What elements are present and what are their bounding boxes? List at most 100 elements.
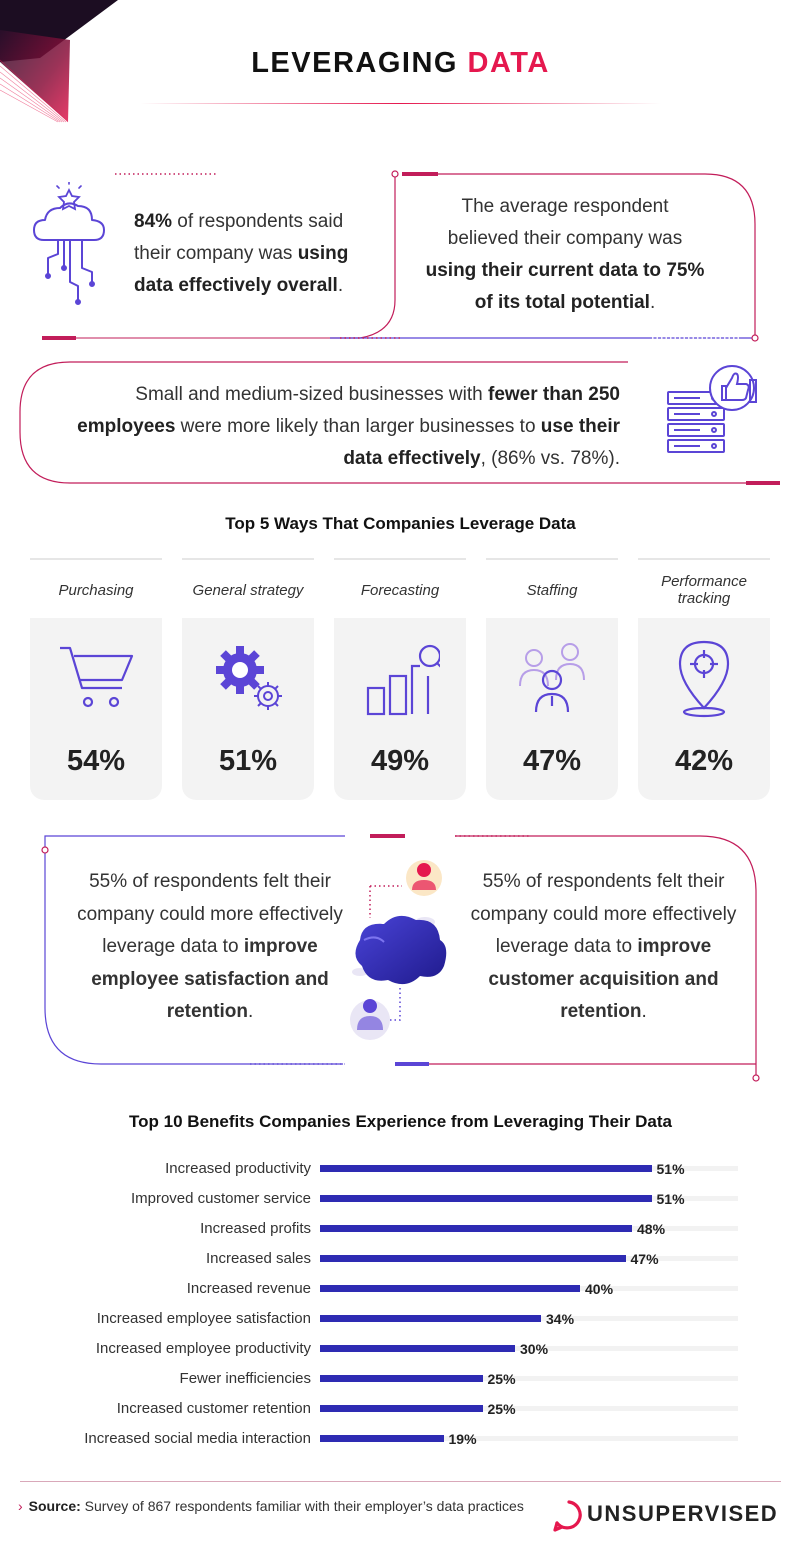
stat2-bold1: using their current data to 75% of its t… — [425, 260, 705, 313]
bar-row: Increased revenue 40% — [0, 1274, 801, 1304]
cloud-people-illustration — [350, 860, 447, 1040]
shopping-cart-icon — [60, 646, 134, 708]
way-label: Performance tracking — [661, 573, 747, 607]
bar-track — [320, 1436, 738, 1441]
stat3-text3: , (86% vs. 78%). — [480, 448, 620, 469]
bar-fill — [320, 1225, 632, 1232]
way-label: Forecasting — [360, 581, 440, 599]
bar-row: Improved customer service 51% — [0, 1184, 801, 1214]
footer-divider — [20, 1481, 781, 1482]
stat2-text1: The average respondent believed their co… — [447, 196, 683, 249]
way-value: 51% — [218, 745, 278, 777]
chevron-right-icon: › — [18, 1498, 23, 1514]
bar-label: Increased employee satisfaction — [96, 1310, 311, 1327]
way-card-staffing: Staffing 47% — [486, 558, 618, 800]
way-label: General strategy — [192, 581, 304, 599]
bar-label: Increased customer retention — [116, 1400, 311, 1417]
way-card-general-strategy: General strategy 51% — [182, 558, 314, 800]
way-value: 42% — [674, 745, 734, 777]
bar-row: Increased profits 48% — [0, 1214, 801, 1244]
mid-left-text2: . — [248, 1001, 254, 1022]
way-card-forecasting: Forecasting 49% — [334, 558, 466, 800]
bar-label: Increased employee productivity — [95, 1340, 311, 1357]
bar-track — [320, 1376, 738, 1381]
bar-fill — [320, 1375, 483, 1382]
bar-label: Increased productivity — [165, 1160, 311, 1177]
bar-fill — [320, 1315, 541, 1322]
cloud-network-icon — [33, 182, 105, 305]
bar-track — [320, 1406, 738, 1411]
logo-text: UNSUPERVISED — [587, 1501, 779, 1526]
stat1-text1: of respondents said their company was — [134, 211, 344, 264]
bar-fill — [320, 1285, 580, 1292]
location-target-icon — [678, 640, 730, 718]
bar-label: Increased profits — [200, 1220, 311, 1237]
bar-label: Fewer inefficiencies — [179, 1370, 311, 1387]
bar-fill — [320, 1405, 483, 1412]
bar-fill — [320, 1195, 652, 1202]
bar-row: Increased productivity 51% — [0, 1154, 801, 1184]
page-title: LEVERAGING DATA — [0, 47, 801, 80]
bar-row: Increased sales 47% — [0, 1244, 801, 1274]
stat3-bold1: fewer than 250 employees — [77, 384, 620, 437]
team-icon — [519, 643, 585, 713]
stat3-text1: Small and medium-sized businesses with — [135, 384, 488, 405]
gears-icon — [216, 646, 282, 710]
bar-row: Fewer inefficiencies 25% — [0, 1364, 801, 1394]
title-divider — [140, 103, 661, 104]
server-thumbs-up-icon — [667, 365, 757, 453]
bar-fill — [320, 1345, 515, 1352]
bar-value-label: 40% — [585, 1281, 614, 1297]
bar-track — [320, 1346, 738, 1351]
mid-right-text2: . — [641, 1001, 647, 1022]
bar-label: Increased revenue — [186, 1280, 311, 1297]
way-card-performance-tracking: Performance tracking 42% — [638, 558, 770, 800]
stat1-bold1: 84% — [134, 211, 173, 232]
corner-decoration — [0, 0, 118, 123]
bar-value-label: 51% — [656, 1191, 685, 1207]
stat2-text2: . — [649, 292, 656, 313]
way-card-purchasing: Purchasing 54% — [30, 558, 162, 800]
stats-frame-lines — [19, 170, 780, 485]
bar-value-label: 30% — [520, 1341, 549, 1357]
bar-value-label: 25% — [487, 1371, 516, 1387]
mid-left-text1: 55% of respondents felt their company co… — [77, 871, 343, 957]
bar-fill — [320, 1435, 444, 1442]
bar-value-label: 19% — [448, 1431, 477, 1447]
bar-label: Improved customer service — [130, 1190, 311, 1207]
stat3-text2: were more likely than larger businesses … — [175, 416, 541, 437]
mid-right-text1: 55% of respondents felt their company co… — [470, 871, 737, 957]
bar-value-label: 47% — [630, 1251, 659, 1267]
bar-row: Increased employee satisfaction 34% — [0, 1304, 801, 1334]
bar-value-label: 48% — [637, 1221, 666, 1237]
source-text: Survey of 867 respondents familiar with … — [80, 1498, 524, 1514]
title-accent: DATA — [467, 47, 550, 79]
way-value: 54% — [66, 745, 126, 777]
bar-value-label: 51% — [656, 1161, 685, 1177]
bar-value-label: 34% — [546, 1311, 575, 1327]
stat1-text2: . — [337, 275, 344, 296]
customer-acquisition-stat: 55% of respondents felt their company co… — [466, 866, 741, 1029]
benefits-chart-title: Top 10 Benefits Companies Experience fro… — [129, 1112, 672, 1131]
source-note: › Source: Survey of 867 respondents famil… — [18, 1497, 538, 1516]
title-text: LEVERAGING — [251, 47, 468, 79]
chart-magnifier-icon — [366, 644, 440, 716]
ways-section-title: Top 5 Ways That Companies Leverage Data — [225, 514, 576, 533]
bar-row: Increased social media interaction 19% — [0, 1424, 801, 1454]
stat-effective-overall: 84% of respondents said their company wa… — [134, 206, 384, 302]
logo-mark-icon — [553, 1500, 582, 1532]
way-label: Staffing — [526, 581, 578, 599]
bar-fill — [320, 1255, 626, 1262]
way-label: Purchasing — [58, 581, 134, 599]
bar-row: Increased customer retention 25% — [0, 1394, 801, 1424]
mid-left-bold1: improve employee satisfaction and retent… — [91, 936, 329, 1022]
source-label: Source: — [28, 1498, 81, 1514]
bar-value-label: 25% — [487, 1401, 516, 1417]
stat1-bold2: using data effectively overall — [134, 243, 349, 296]
unsupervised-logo: UNSUPERVISED — [553, 1499, 783, 1533]
employee-satisfaction-stat: 55% of respondents felt their company co… — [75, 866, 345, 1029]
bar-label: Increased sales — [205, 1250, 311, 1267]
way-value: 47% — [522, 745, 582, 777]
bar-label: Increased social media interaction — [84, 1430, 311, 1447]
stat-total-potential: The average respondent believed their co… — [425, 191, 705, 319]
